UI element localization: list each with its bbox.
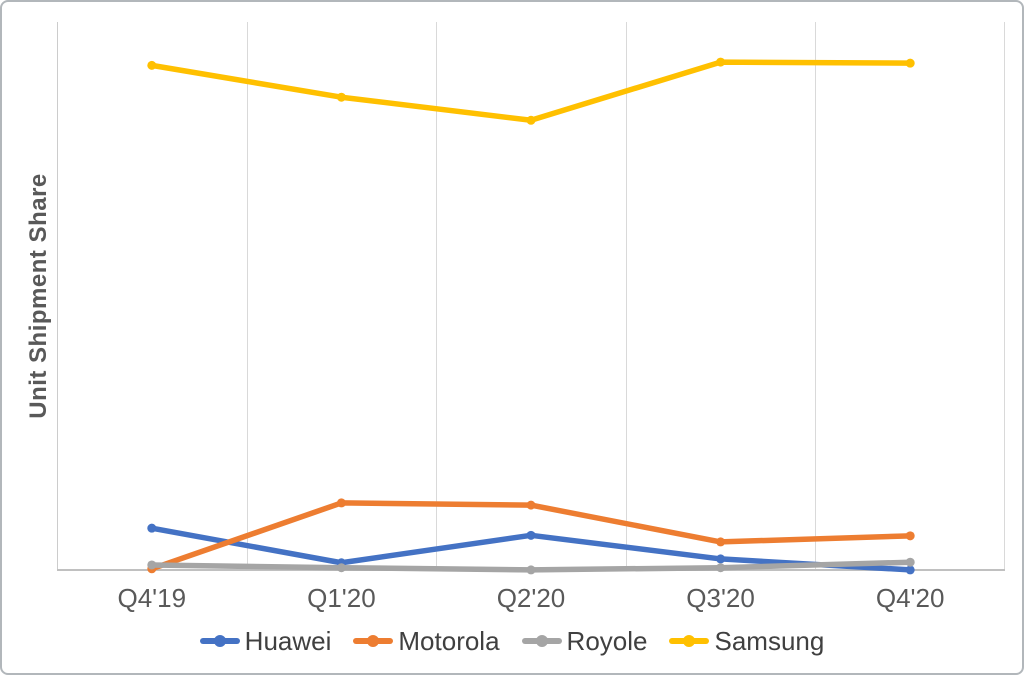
y-axis-title: Unit Shipment Share (25, 173, 52, 419)
gridline (625, 22, 627, 569)
legend-label-samsung: Samsung (714, 625, 825, 656)
legend-item-royole: Royole (521, 625, 648, 657)
royole-marker-icon (535, 635, 548, 647)
legend-item-samsung: Samsung (669, 626, 824, 657)
gridline (1004, 22, 1005, 569)
motorola-marker-icon (367, 635, 380, 647)
huawei-marker-icon (213, 635, 226, 647)
x-label-q420: Q4'20 (875, 582, 945, 613)
x-label-q120: Q1'20 (307, 582, 376, 613)
legend-label-motorola: Motorola (398, 625, 500, 656)
x-label-q320: Q3'20 (686, 582, 755, 613)
legend-label-huawei: Huawei (244, 625, 332, 656)
legend: Huawei Motorola Royole Samsung (2, 622, 1022, 660)
x-label-q220: Q2'20 (496, 582, 566, 613)
gridline (436, 22, 438, 569)
legend-item-motorola: Motorola (353, 625, 500, 657)
royole-line-swatch-icon (521, 635, 562, 647)
gridline (246, 22, 248, 569)
huawei-line-swatch-icon (199, 635, 240, 647)
x-axis: Q4'19 Q1'20 Q2'20 Q3'20 Q4'20 (57, 582, 1005, 614)
plot-area (57, 22, 1005, 575)
legend-label-royole: Royole (566, 625, 648, 656)
samsung-line-swatch-icon (669, 635, 710, 647)
plot-lines (147, 57, 915, 575)
y-axis-line (57, 22, 58, 569)
legend-item-huawei: Huawei (199, 625, 332, 657)
samsung-marker-icon (683, 635, 696, 647)
motorola-line-swatch-icon (353, 635, 394, 647)
x-label-q419: Q4'19 (117, 582, 187, 613)
gridline (815, 22, 817, 569)
